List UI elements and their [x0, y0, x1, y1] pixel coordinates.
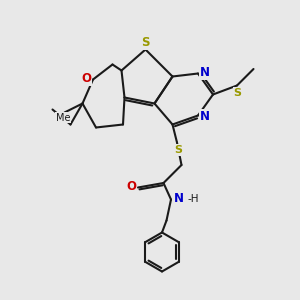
Text: N: N	[173, 192, 184, 206]
Text: N: N	[200, 110, 210, 123]
Text: S: S	[234, 88, 242, 98]
Text: O: O	[126, 180, 136, 194]
Text: -H: -H	[188, 194, 199, 205]
Text: S: S	[175, 145, 182, 155]
Text: Me: Me	[56, 113, 70, 123]
Text: O: O	[81, 72, 92, 86]
Text: N: N	[200, 66, 210, 79]
Text: S: S	[141, 36, 150, 50]
